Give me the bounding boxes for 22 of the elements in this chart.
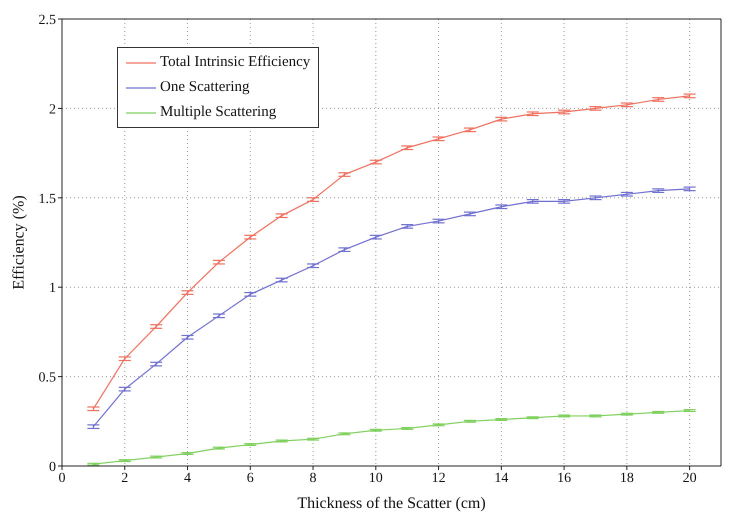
x-tick-label: 20 [682, 470, 697, 486]
y-tick-label: 1 [49, 281, 56, 296]
x-tick-label: 14 [494, 470, 508, 486]
x-tick-label: 2 [121, 470, 128, 486]
x-tick-label: 18 [620, 470, 634, 486]
legend-label: Multiple Scattering [160, 104, 276, 121]
x-tick-label: 0 [58, 470, 66, 486]
legend-label: Total Intrinsic Efficiency [160, 54, 310, 71]
y-tick-label: 2.5 [38, 12, 56, 28]
y-tick-label: 2 [49, 102, 56, 118]
x-tick-label: 8 [310, 470, 317, 486]
y-tick-label: 0.5 [38, 370, 56, 386]
x-tick-label: 4 [184, 470, 192, 486]
y-axis-title: Efficiency (%) [10, 195, 28, 290]
y-tick-label: 0 [49, 460, 56, 475]
legend-label: One Scattering [160, 79, 250, 96]
x-axis-title: Thickness of the Scatter (cm) [297, 495, 486, 512]
x-tick-label: 6 [246, 470, 254, 486]
x-tick-label: 16 [557, 470, 572, 486]
x-tick-label: 10 [368, 470, 383, 486]
y-tick-label: 1.5 [38, 192, 56, 207]
x-tick-label: 12 [432, 470, 446, 486]
